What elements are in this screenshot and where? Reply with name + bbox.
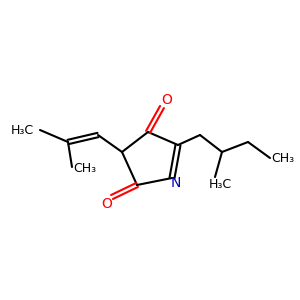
Text: CH₃: CH₃ [74,163,97,176]
Text: H₃C: H₃C [208,178,232,191]
Text: N: N [171,176,181,190]
Text: O: O [162,93,172,107]
Text: H₃C: H₃C [11,124,34,136]
Text: O: O [102,197,112,211]
Text: CH₃: CH₃ [272,152,295,164]
